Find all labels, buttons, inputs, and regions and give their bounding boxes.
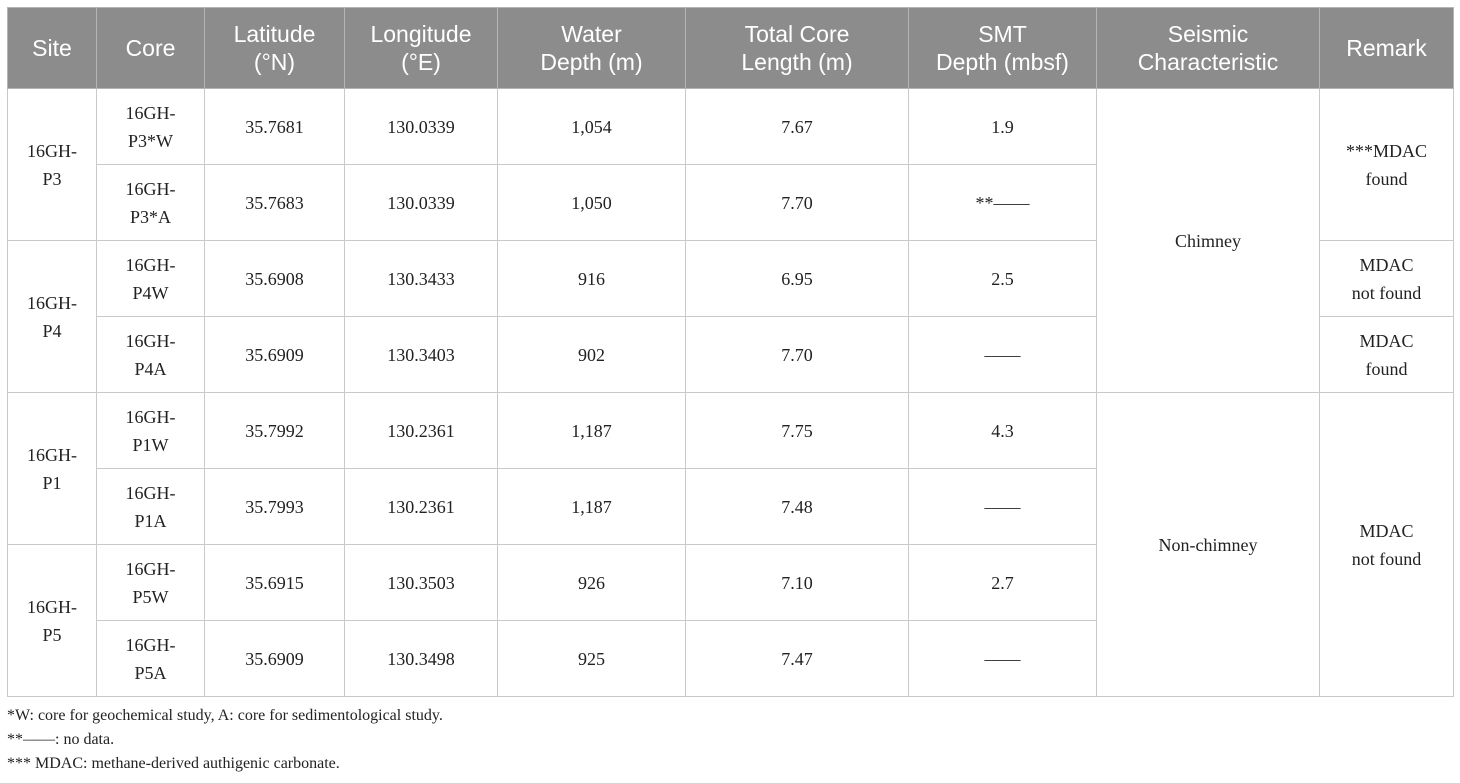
water-depth-cell: 902 [497,316,686,393]
table-row: 16GH- P3 16GH- P3*W 35.7681 130.0339 1,054… [7,88,1454,393]
table-row: 16GH- P1 16GH- P1W 35.7992 130.2361 1,187 … [7,392,1454,697]
water-depth-cell: 1,050 [497,164,686,241]
smt-depth-cell: 4.3 [908,392,1097,469]
footnote: *** MDAC: methane-derived authigenic car… [7,755,340,772]
core-cell: 16GH- P4W [96,240,205,317]
water-depth-cell: 1,187 [497,392,686,469]
core-length-cell: 7.75 [685,392,909,469]
site-cell: 16GH- P3 [7,88,97,241]
table-footnotes: *W: core for geochemical study, A: core … [7,704,1447,776]
core-cell: 16GH- P3*W [96,88,205,165]
longitude-cell: 130.0339 [344,164,498,241]
longitude-cell: 130.2361 [344,468,498,545]
smt-depth-cell: —— [908,620,1097,697]
latitude-cell: 35.7681 [204,88,345,165]
smt-depth-cell: **—— [908,164,1097,241]
core-length-cell: 6.95 [685,240,909,317]
smt-depth-cell: 2.5 [908,240,1097,317]
site-cell: 16GH- P1 [7,392,97,545]
smt-depth-cell: —— [908,316,1097,393]
core-data-table: Site Core Latitude (°N) Longitude (°E) Wat… [7,7,1454,697]
water-depth-cell: 926 [497,544,686,621]
seismic-cell: Non-chimney [1096,392,1320,697]
header-row: Site Core Latitude (°N) Longitude (°E) Wat… [7,7,1454,89]
latitude-cell: 35.6909 [204,620,345,697]
longitude-cell: 130.3433 [344,240,498,317]
core-length-cell: 7.47 [685,620,909,697]
longitude-cell: 130.3498 [344,620,498,697]
remark-cell: MDAC not found [1319,392,1454,697]
latitude-cell: 35.6908 [204,240,345,317]
footnote: **——: no data. [7,731,115,748]
core-cell: 16GH- P1W [96,392,205,469]
water-depth-cell: 1,187 [497,468,686,545]
header-longitude: Longitude (°E) [344,7,498,89]
site-cell: 16GH- P5 [7,544,97,697]
remark-cell: MDAC not found [1319,240,1454,317]
table-row: 16GH- P3*A 35.7683 130.0339 1,050 7.70 **… [8,164,1454,241]
longitude-cell: 130.2361 [344,392,498,469]
header-latitude: Latitude (°N) [204,7,345,89]
core-cell: 16GH- P3*A [96,164,205,241]
seismic-cell: Chimney [1096,88,1320,393]
water-depth-cell: 916 [497,240,686,317]
latitude-cell: 35.7992 [204,392,345,469]
longitude-cell: 130.3503 [344,544,498,621]
core-cell: 16GH- P4A [96,316,205,393]
header-seismic-characteristic: Seismic Characteristic [1096,7,1320,89]
remark-cell: MDAC found [1319,316,1454,393]
footnote: *W: core for geochemical study, A: core … [7,707,443,724]
latitude-cell: 35.7993 [204,468,345,545]
header-total-core-length: Total Core Length (m) [685,7,909,89]
header-core: Core [96,7,205,89]
latitude-cell: 35.6915 [204,544,345,621]
site-cell: 16GH- P4 [7,240,97,393]
core-length-cell: 7.70 [685,164,909,241]
core-length-cell: 7.10 [685,544,909,621]
water-depth-cell: 925 [497,620,686,697]
latitude-cell: 35.6909 [204,316,345,393]
smt-depth-cell: 1.9 [908,88,1097,165]
table-row: 16GH- P5 16GH- P5W 35.6915 130.3503 926 7.… [7,544,1454,697]
core-cell: 16GH- P5A [96,620,205,697]
core-length-cell: 7.67 [685,88,909,165]
water-depth-cell: 1,054 [497,88,686,165]
header-remark: Remark [1319,7,1454,89]
smt-depth-cell: —— [908,468,1097,545]
core-cell: 16GH- P5W [96,544,205,621]
header-smt-depth: SMT Depth (mbsf) [908,7,1097,89]
core-cell: 16GH- P1A [96,468,205,545]
core-length-cell: 7.70 [685,316,909,393]
header-water-depth: Water Depth (m) [497,7,686,89]
header-site: Site [7,7,97,89]
table-row: 16GH- P5A 35.6909 130.3498 925 7.47 —— [8,620,1454,697]
longitude-cell: 130.3403 [344,316,498,393]
latitude-cell: 35.7683 [204,164,345,241]
core-length-cell: 7.48 [685,468,909,545]
table-row: 16GH- P4 16GH- P4W 35.6908 130.3433 916 6.… [7,240,1454,393]
longitude-cell: 130.0339 [344,88,498,165]
remark-cell: ***MDAC found [1319,88,1454,241]
smt-depth-cell: 2.7 [908,544,1097,621]
table-row: 16GH- P1A 35.7993 130.2361 1,187 7.48 —— [8,468,1454,545]
